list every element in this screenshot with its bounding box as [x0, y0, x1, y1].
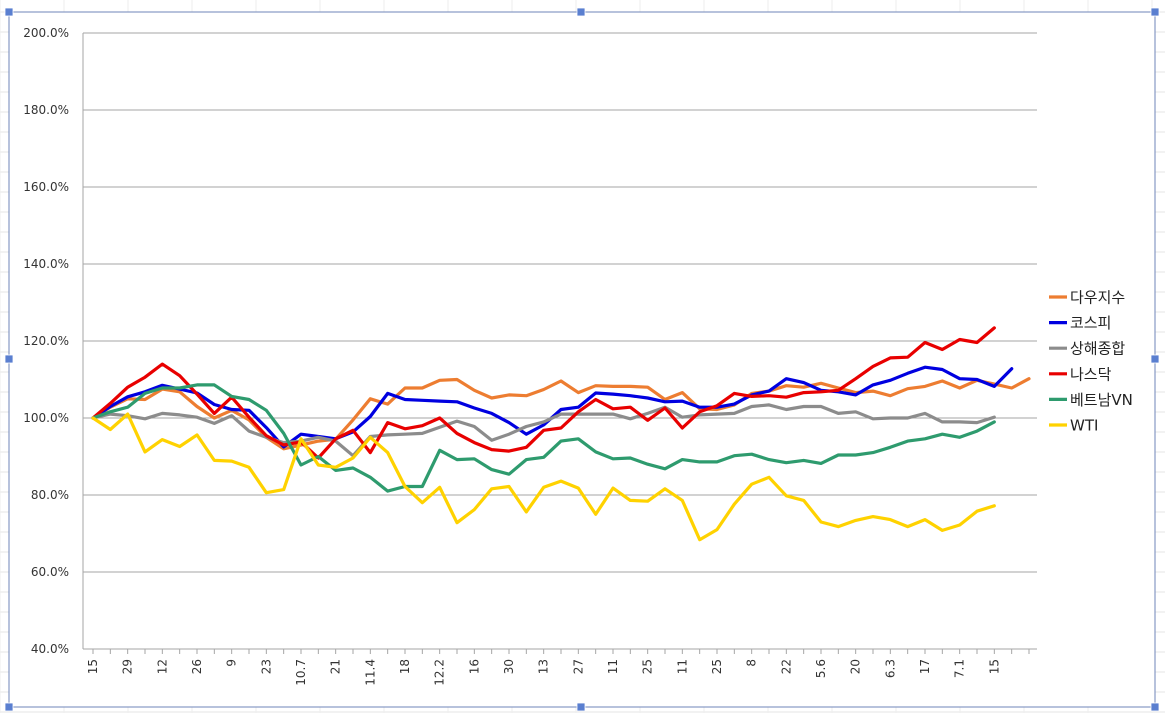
x-tick-label: 15: [987, 659, 1001, 674]
y-tick-label: 100.0%: [23, 411, 69, 425]
legend-label: 상해종합: [1070, 340, 1125, 358]
x-tick-label: 16: [467, 659, 481, 674]
x-tick-label: 6.3: [883, 659, 897, 678]
y-tick-label: 60.0%: [31, 565, 69, 579]
x-tick-label: 12: [155, 659, 169, 674]
x-tick-label: 25: [710, 659, 724, 674]
series-lines: [91, 326, 1031, 542]
x-tick-label: 20: [849, 659, 863, 674]
x-tick-label: 12.2: [433, 659, 447, 686]
x-tick-label: 30: [502, 659, 516, 674]
y-tick-label: 200.0%: [23, 26, 69, 40]
resize-handle[interactable]: [1150, 702, 1160, 712]
x-tick-label: 11: [606, 659, 620, 674]
series-line: [91, 383, 996, 493]
x-tick-label: 10.7: [294, 659, 308, 686]
legend-label: 나스닥: [1070, 365, 1112, 383]
x-tick-label: 9: [225, 659, 239, 667]
x-tick-label: 11: [675, 659, 689, 674]
series-line: [91, 403, 996, 458]
x-tick-label: 8: [745, 659, 759, 667]
x-tick-label: 18: [398, 659, 412, 674]
x-tick-label: 17: [918, 659, 932, 674]
y-tick-label: 120.0%: [23, 334, 69, 348]
x-tick-label: 22: [779, 659, 793, 674]
resize-handle[interactable]: [576, 7, 586, 17]
series-line: [91, 377, 1031, 451]
x-tick-label: 7.1: [953, 659, 967, 678]
y-tick-label: 40.0%: [31, 642, 69, 656]
x-tick-label: 5.6: [814, 659, 828, 678]
x-tick-label: 26: [190, 659, 204, 674]
y-axis-ticks: 200.0% 180.0% 160.0% 140.0% 120.0% 100.0% 80.0…: [23, 26, 84, 656]
resize-handle[interactable]: [1150, 7, 1160, 17]
y-tick-label: 80.0%: [31, 488, 69, 502]
series-line: [91, 326, 996, 460]
x-tick-label: 15: [86, 659, 100, 674]
legend-label: WTI: [1070, 417, 1098, 435]
resize-handle[interactable]: [576, 702, 586, 712]
y-tick-label: 140.0%: [23, 257, 69, 271]
resize-handle[interactable]: [4, 354, 14, 364]
x-tick-label: 23: [259, 659, 273, 674]
y-tick-label: 180.0%: [23, 103, 69, 117]
x-tick-label: 11.4: [363, 659, 377, 686]
x-tick-label: 13: [537, 659, 551, 674]
chart-frame[interactable]: [4, 7, 1160, 712]
legend-label: 코스피: [1070, 314, 1111, 332]
series-line: [91, 412, 996, 542]
legend-label: 다우지수: [1070, 289, 1125, 307]
x-tick-label: 27: [571, 659, 585, 674]
x-tick-label: 25: [641, 659, 655, 674]
chart-background: [9, 12, 1155, 707]
x-tick-label: 21: [329, 659, 343, 674]
x-axis: 15 29 12 26 9 23 10.7 21 11.4 18 12.2 16 30 13 27 11 25 1…: [83, 648, 1037, 686]
resize-handle[interactable]: [1150, 354, 1160, 364]
y-tick-label: 160.0%: [23, 180, 69, 194]
resize-handle[interactable]: [4, 702, 14, 712]
resize-handle[interactable]: [4, 7, 14, 17]
legend-label: 베트남VN: [1070, 391, 1133, 409]
x-tick-label: 29: [121, 659, 135, 674]
